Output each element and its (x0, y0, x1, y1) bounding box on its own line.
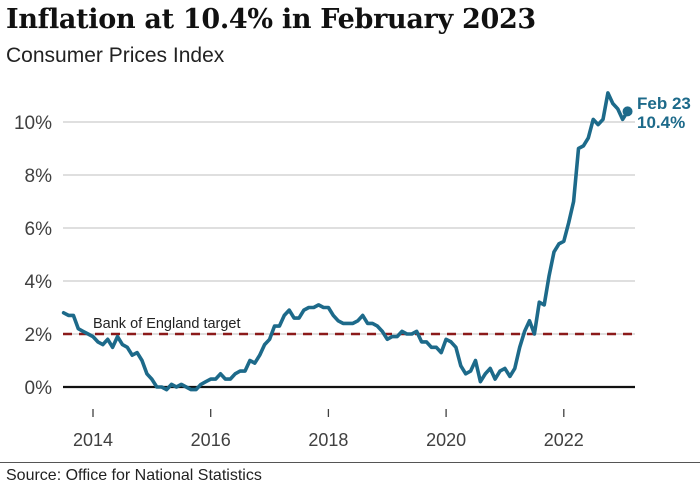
target-line-label: Bank of England target (93, 316, 241, 332)
latest-data-point (622, 106, 633, 117)
chart-subtitle: Consumer Prices Index (6, 44, 225, 67)
x-tick-label: 2018 (308, 430, 348, 450)
y-axis-ticks: 0% 2% 4% 6% 8% 10% (14, 113, 52, 399)
series-group (61, 91, 633, 392)
y-tick-label: 4% (25, 272, 53, 293)
gridlines (63, 121, 635, 389)
y-tick-label: 0% (25, 378, 53, 399)
source-note: Source: Office for National Statistics (6, 467, 262, 484)
y-tick-label: 6% (25, 219, 53, 240)
x-axis-ticks: 2014 2016 2018 2020 2022 (73, 409, 584, 450)
x-tick-label: 2022 (544, 430, 584, 450)
cpi-line-chart: 0% 2% 4% 6% 8% 10% 2014 2016 2018 2020 2022 Bank … (14, 91, 691, 450)
x-tick-label: 2016 (191, 430, 231, 450)
cpi-series-line (61, 91, 630, 392)
y-tick-label: 10% (14, 113, 52, 134)
end-label-value: 10.4% (637, 113, 685, 132)
y-tick-label: 2% (25, 325, 53, 346)
x-tick-label: 2020 (426, 430, 466, 450)
end-label-period: Feb 23 (637, 94, 691, 113)
target-line-group: Bank of England target (63, 316, 635, 336)
chart-title: Inflation at 10.4% in February 2023 (6, 4, 536, 35)
y-tick-label: 8% (25, 166, 53, 187)
footer-divider (0, 462, 700, 463)
x-tick-label: 2014 (73, 430, 113, 450)
